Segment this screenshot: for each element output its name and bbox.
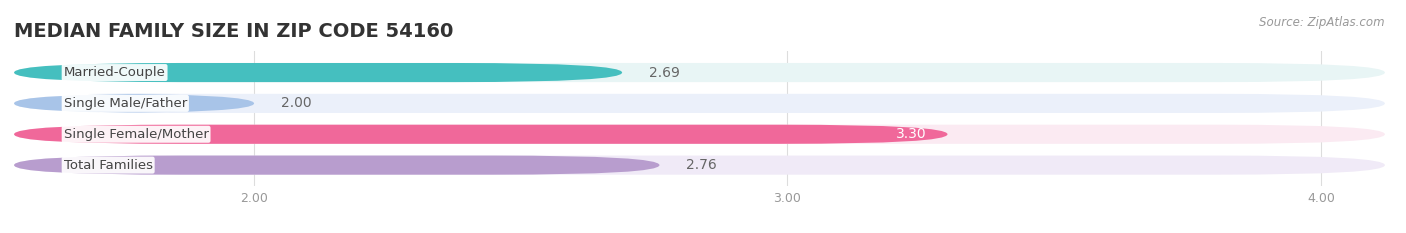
FancyBboxPatch shape <box>14 94 1385 113</box>
Text: 2.00: 2.00 <box>281 96 311 110</box>
Text: Source: ZipAtlas.com: Source: ZipAtlas.com <box>1260 16 1385 29</box>
Text: 2.76: 2.76 <box>686 158 717 172</box>
Text: Single Female/Mother: Single Female/Mother <box>63 128 208 141</box>
FancyBboxPatch shape <box>14 156 1385 175</box>
Text: Married-Couple: Married-Couple <box>63 66 166 79</box>
Text: MEDIAN FAMILY SIZE IN ZIP CODE 54160: MEDIAN FAMILY SIZE IN ZIP CODE 54160 <box>14 22 453 41</box>
FancyBboxPatch shape <box>14 94 254 113</box>
Text: Single Male/Father: Single Male/Father <box>63 97 187 110</box>
FancyBboxPatch shape <box>14 63 621 82</box>
FancyBboxPatch shape <box>14 63 1385 82</box>
Text: Total Families: Total Families <box>63 159 153 172</box>
FancyBboxPatch shape <box>14 125 948 144</box>
FancyBboxPatch shape <box>14 156 659 175</box>
FancyBboxPatch shape <box>14 125 1385 144</box>
Text: 3.30: 3.30 <box>896 127 927 141</box>
Text: 2.69: 2.69 <box>648 65 679 79</box>
